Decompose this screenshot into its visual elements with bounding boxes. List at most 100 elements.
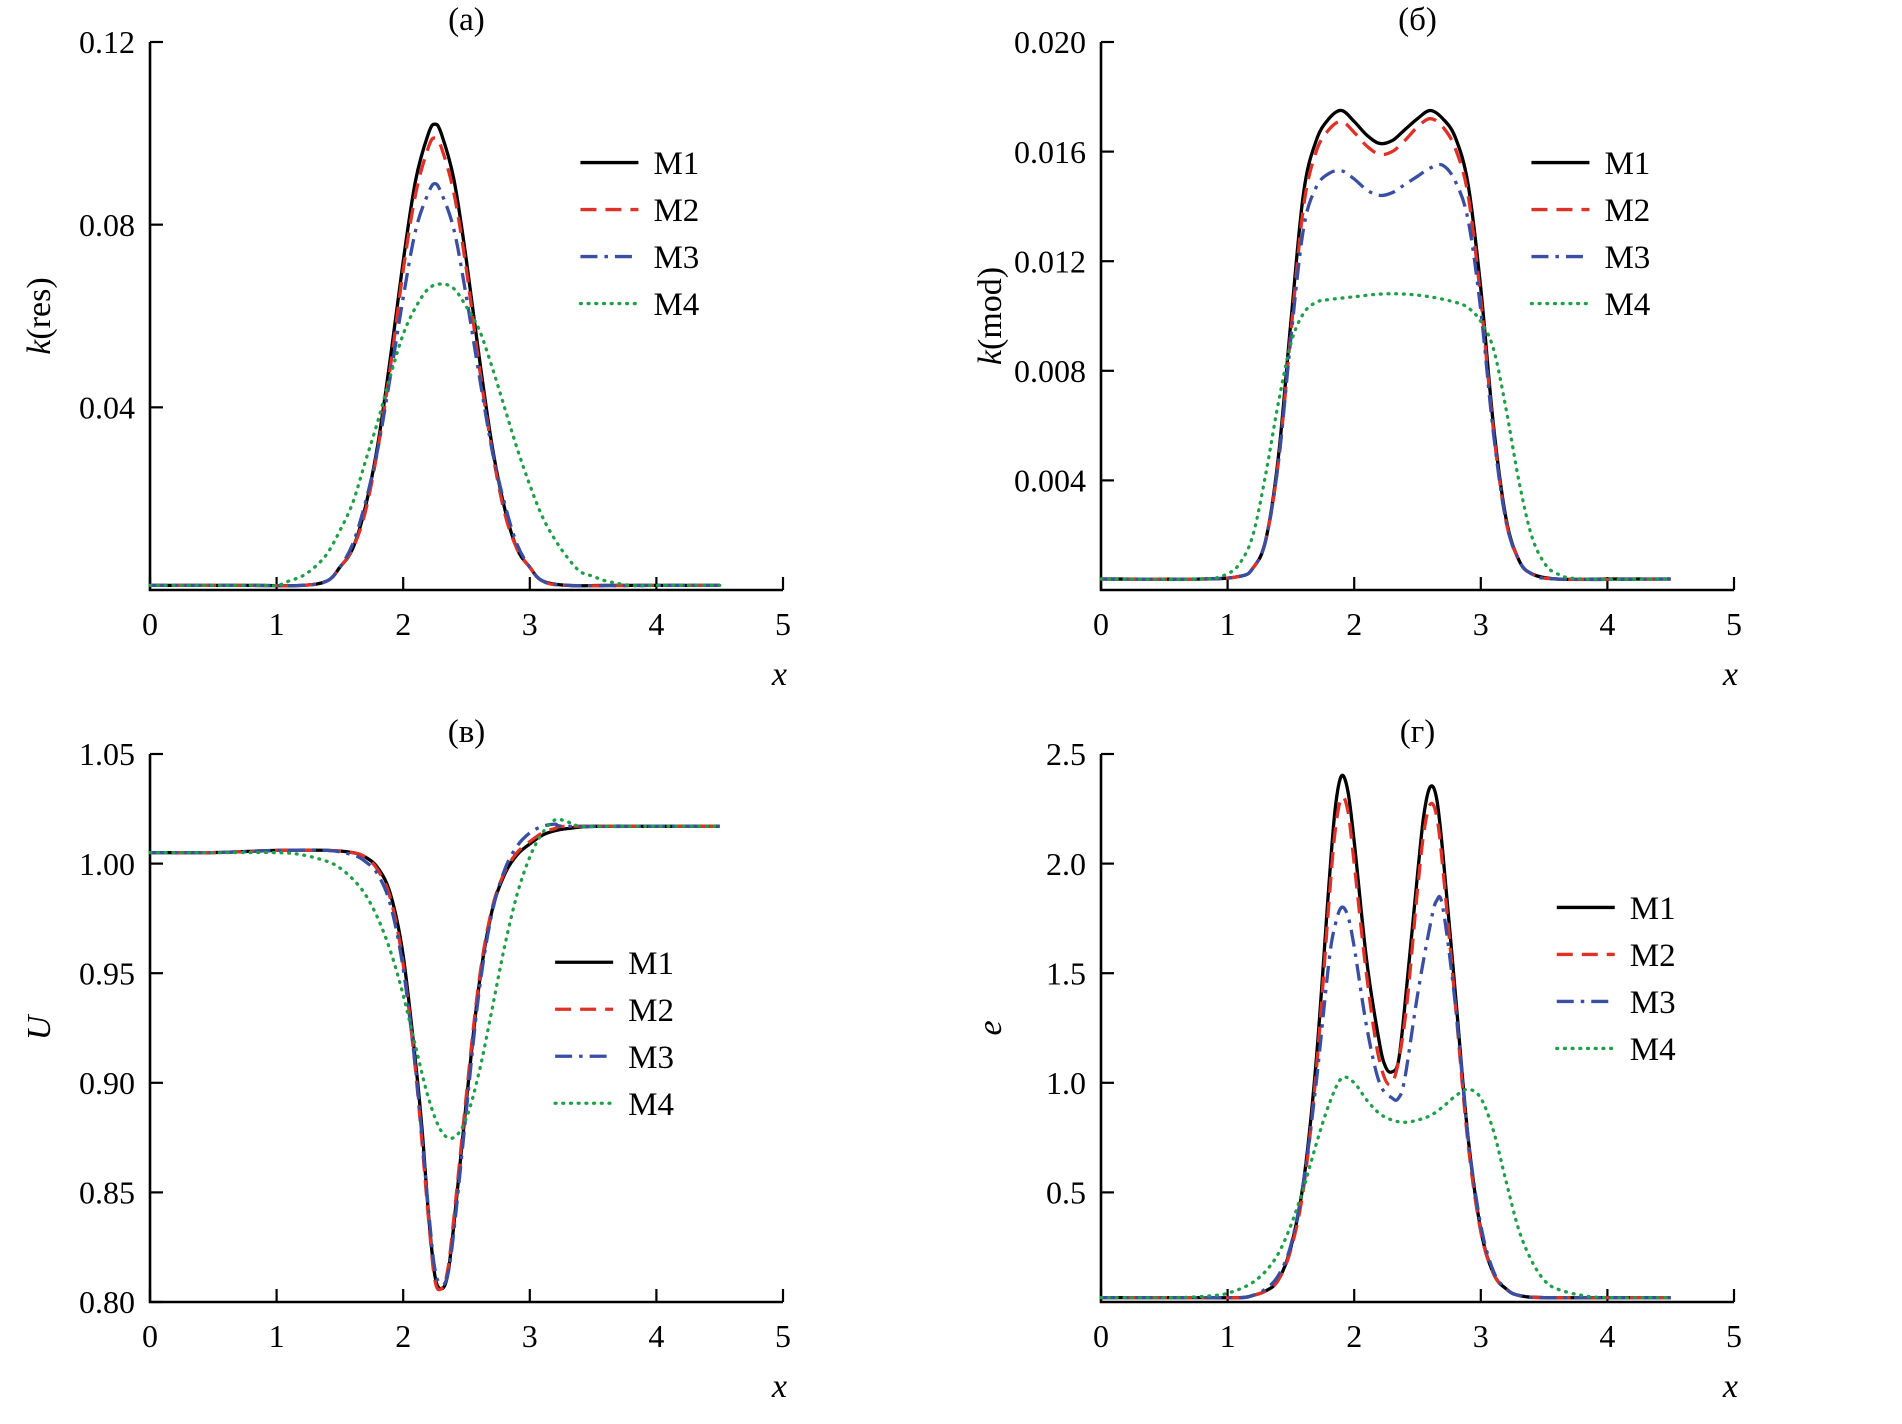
y-tick-label: 0.5 <box>1046 1175 1086 1211</box>
curve-M1 <box>1100 773 1671 1300</box>
x-tick-label: 1 <box>269 606 285 642</box>
y-tick-label: 0.08 <box>79 207 135 243</box>
curve-M4 <box>1099 1075 1673 1300</box>
chart-svg-3: 0 1 2 3 4 5 0.5 1.0 1.5 2.0 2.5 (г) e x M1 M2 M3 M4 <box>972 714 1742 1405</box>
x-tick-label: 1 <box>1220 606 1236 642</box>
y-axis-label: k(mod) <box>972 267 1009 365</box>
curve-M2 <box>1100 117 1671 582</box>
curve-M1 <box>150 122 720 588</box>
curve-M3 <box>1100 162 1671 582</box>
curve-M4 <box>1099 292 1673 582</box>
curves <box>148 122 722 588</box>
legend-label-M1: M1 <box>1630 891 1676 927</box>
y-tick-label: 0.80 <box>79 1284 135 1320</box>
x-axis-label: x <box>771 1368 787 1405</box>
chart-title: (б) <box>1398 2 1437 38</box>
x-tick-label: 3 <box>1473 1318 1489 1354</box>
curve-M4 <box>148 282 722 588</box>
chart-svg-1: 0 1 2 3 4 5 0.004 0.008 0.012 0.016 0.020 (б) k(mod)… <box>972 2 1742 693</box>
y-tick-label: 0.020 <box>1014 24 1086 60</box>
tick-marks <box>148 752 785 1304</box>
y-tick-label: 1.5 <box>1046 955 1086 991</box>
y-tick-label: 2.5 <box>1046 736 1086 772</box>
curves <box>148 817 722 1292</box>
x-tick-label: 3 <box>522 1318 538 1354</box>
x-tick-label: 5 <box>775 1318 791 1354</box>
x-tick-label: 2 <box>395 606 411 642</box>
legend-label-M1: M1 <box>1604 146 1650 182</box>
legend-label-M3: M3 <box>1604 240 1650 276</box>
legend: M1 M2 M3 M4 <box>1555 891 1676 1068</box>
curve-M2 <box>150 136 720 588</box>
chart-panel-g: 0 1 2 3 4 5 0.5 1.0 1.5 2.0 2.5 (г) e x M1 M2 M3 M4 <box>951 712 1902 1424</box>
chart-svg-0: 0 1 2 3 4 5 0.04 0.08 0.12 (а) k(res) x M1 M2 M3 M4 <box>21 2 791 693</box>
legend: M1 M2 M3 M4 <box>1529 146 1650 323</box>
x-axis-label: x <box>1722 1368 1738 1405</box>
y-tick-label: 2.0 <box>1046 846 1086 882</box>
legend-label-M3: M3 <box>653 240 699 276</box>
legend-label-M4: M4 <box>1604 287 1650 323</box>
y-tick-label: 1.00 <box>79 846 135 882</box>
x-axis-label: x <box>771 656 787 693</box>
y-tick-label: 0.016 <box>1014 134 1086 170</box>
y-tick-label: 0.004 <box>1014 463 1086 499</box>
chart-title: (г) <box>1400 714 1436 750</box>
x-tick-label: 4 <box>648 606 664 642</box>
x-tick-label: 5 <box>1726 1318 1742 1354</box>
legend-label-M2: M2 <box>628 993 674 1029</box>
x-tick-label: 1 <box>1220 1318 1236 1354</box>
y-tick-label: 1.0 <box>1046 1065 1086 1101</box>
x-tick-label: 2 <box>1346 606 1362 642</box>
legend-label-M1: M1 <box>628 946 674 982</box>
y-tick-label: 0.008 <box>1014 353 1086 389</box>
x-tick-label: 3 <box>522 606 538 642</box>
curves <box>1099 773 1673 1300</box>
legend: M1 M2 M3 M4 <box>578 146 699 323</box>
legend-label-M4: M4 <box>1630 1032 1676 1068</box>
x-tick-label: 5 <box>775 606 791 642</box>
x-tick-label: 3 <box>1473 606 1489 642</box>
chart-panel-b: 0 1 2 3 4 5 0.004 0.008 0.012 0.016 0.020 (б) k(mod)… <box>951 0 1902 712</box>
y-tick-label: 0.12 <box>79 24 135 60</box>
chart-svg-2: 0 1 2 3 4 50.800.850.900.951.001.05(в)UxM1M2M… <box>21 714 791 1405</box>
x-tick-label: 0 <box>1093 1318 1109 1354</box>
axes <box>148 754 783 1304</box>
x-tick-label: 4 <box>1599 606 1615 642</box>
x-tick-label: 2 <box>1346 1318 1362 1354</box>
y-tick-label: 0.95 <box>79 955 135 991</box>
x-tick-label: 1 <box>269 1318 285 1354</box>
curve-M3 <box>1100 894 1671 1300</box>
curve-M3 <box>150 181 720 588</box>
tick-marks <box>1099 40 1736 590</box>
curves <box>1099 108 1673 582</box>
curve-M2 <box>1100 795 1671 1300</box>
x-tick-label: 0 <box>142 606 158 642</box>
y-axis-label: k(res) <box>21 277 58 354</box>
x-tick-label: 4 <box>1599 1318 1615 1354</box>
legend-label-M1: M1 <box>653 146 699 182</box>
y-tick-label: 0.012 <box>1014 243 1086 279</box>
y-axis-label: e <box>972 1020 1009 1035</box>
x-tick-label: 0 <box>142 1318 158 1354</box>
legend-label-M4: M4 <box>653 287 699 323</box>
legend-label-M2: M2 <box>653 193 699 229</box>
legend-label-M2: M2 <box>1604 193 1650 229</box>
legend: M1 M2 M3 M4 <box>553 946 674 1123</box>
x-axis-label: x <box>1722 656 1738 693</box>
x-tick-label: 0 <box>1093 606 1109 642</box>
y-axis-label: U <box>21 1013 58 1040</box>
curve-M2 <box>149 824 720 1292</box>
x-tick-label: 5 <box>1726 606 1742 642</box>
legend-label-M3: M3 <box>1630 985 1676 1021</box>
y-tick-label: 0.85 <box>79 1175 135 1211</box>
chart-title: (в) <box>448 714 486 750</box>
x-tick-label: 4 <box>648 1318 664 1354</box>
x-tick-label: 2 <box>395 1318 411 1354</box>
chart-panel-a: 0 1 2 3 4 5 0.04 0.08 0.12 (а) k(res) x M1 M2 M3 M4 <box>0 0 951 712</box>
legend-label-M2: M2 <box>1630 938 1676 974</box>
y-tick-label: 0.04 <box>79 390 135 426</box>
tick-marks <box>1099 752 1736 1302</box>
curve-M3 <box>149 822 720 1287</box>
